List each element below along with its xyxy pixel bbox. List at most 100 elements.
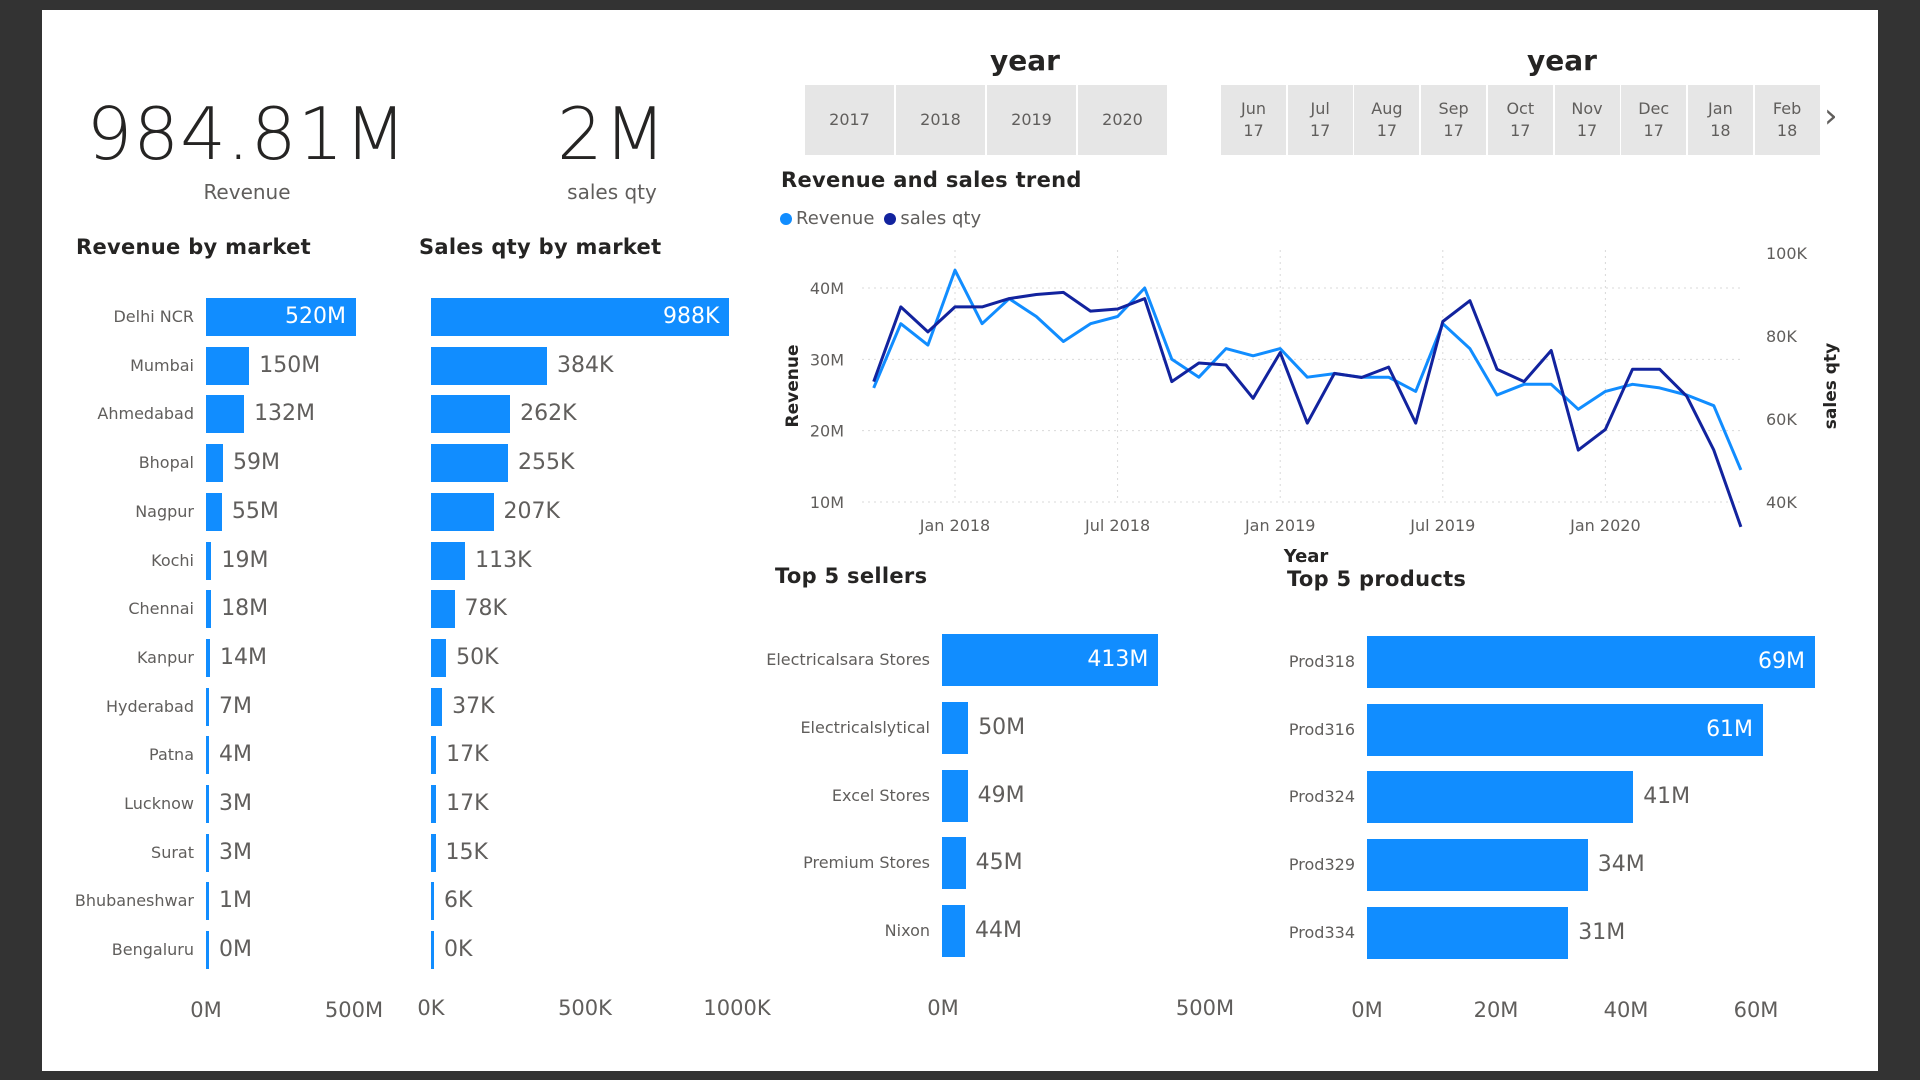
bar[interactable] — [431, 833, 436, 872]
category-label: Prod318 — [1288, 652, 1355, 671]
y-axis-title: Revenue — [783, 345, 803, 428]
y2-tick-label: 80K — [1766, 327, 1797, 346]
month-tile-year: 17 — [1643, 121, 1664, 140]
bar[interactable] — [431, 346, 547, 385]
category-label: Kanpur — [136, 647, 194, 667]
month-tile-month: Sep — [1438, 99, 1469, 118]
year-tile-2020[interactable]: 2020 — [1078, 85, 1167, 155]
bar[interactable] — [206, 736, 209, 775]
sales-qty-by-market-title: Sales qty by market — [419, 235, 662, 259]
month-tile-year: 17 — [1310, 121, 1331, 140]
x-axis-title: Year — [1283, 546, 1329, 567]
month-tile[interactable]: Jun 17 — [1221, 85, 1286, 155]
data-label: 31M — [1578, 919, 1626, 945]
bar[interactable] — [206, 882, 209, 921]
bar[interactable] — [431, 736, 437, 775]
bar[interactable] — [431, 785, 437, 823]
bar[interactable] — [431, 590, 455, 629]
month-tile[interactable]: Sep 17 — [1421, 85, 1487, 155]
data-label: 59M — [233, 450, 280, 476]
data-label: 4M — [219, 742, 252, 768]
sales-qty-kpi-value: 2M — [557, 92, 667, 176]
data-label: 41M — [1643, 784, 1691, 810]
bar[interactable] — [206, 444, 224, 483]
data-label: 384K — [556, 352, 614, 378]
bar[interactable] — [431, 298, 730, 336]
category-label: Ahmedabad — [97, 404, 194, 424]
trend-chart-title: Revenue and sales trend — [781, 168, 1082, 192]
bar[interactable] — [206, 541, 212, 580]
bar[interactable] — [942, 634, 1159, 686]
bar[interactable] — [431, 638, 447, 677]
bar[interactable] — [942, 769, 968, 822]
bar[interactable] — [431, 492, 494, 531]
category-label: Bengaluru — [111, 940, 194, 960]
bar[interactable] — [1367, 703, 1764, 756]
data-label: 69M — [1758, 649, 1805, 674]
top-sellers-title: Top 5 sellers — [775, 564, 928, 588]
category-label: Patna — [149, 745, 194, 765]
month-tile[interactable]: Dec 17 — [1621, 85, 1687, 155]
bar[interactable] — [1367, 906, 1569, 959]
bar[interactable] — [206, 590, 212, 629]
data-label: 3M — [219, 839, 252, 865]
month-tile[interactable]: Aug 17 — [1354, 85, 1420, 155]
bar[interactable] — [1367, 636, 1815, 688]
month-tile-year: 17 — [1443, 121, 1464, 140]
month-tile[interactable]: Oct 17 — [1487, 85, 1553, 155]
data-label: 19M — [221, 547, 269, 573]
x-tick-label: 60M — [1733, 998, 1779, 1022]
month-tile-month: Feb — [1772, 99, 1802, 118]
bar[interactable] — [431, 687, 443, 726]
month-tile[interactable]: Nov 17 — [1554, 85, 1620, 155]
month-tile-month: Nov — [1571, 99, 1603, 118]
bar[interactable] — [1367, 771, 1634, 824]
month-tile[interactable]: Jul 17 — [1287, 85, 1353, 155]
legend-sales-qty-label: sales qty — [900, 208, 982, 229]
month-tile[interactable]: Jan 18 — [1687, 85, 1753, 155]
bar[interactable] — [206, 833, 209, 872]
bar[interactable] — [206, 687, 209, 726]
bar[interactable] — [1367, 839, 1588, 892]
data-label: 255K — [518, 450, 575, 476]
year-tile-2018[interactable]: 2018 — [896, 85, 985, 155]
y2-tick-label: 100K — [1766, 244, 1808, 263]
bar[interactable] — [942, 701, 969, 754]
month-tile-year: 18 — [1776, 121, 1798, 140]
bar[interactable] — [431, 882, 434, 921]
data-label: 17K — [446, 742, 489, 768]
month-tile-year: 17 — [1376, 121, 1398, 140]
bar[interactable] — [431, 444, 508, 483]
x-tick-label: 1000K — [703, 996, 771, 1020]
bar[interactable] — [206, 395, 245, 434]
bar[interactable] — [206, 298, 356, 336]
data-label: 55M — [231, 498, 279, 524]
y-tick-label: 20M — [810, 422, 844, 441]
month-slicer-title: year — [1527, 44, 1597, 77]
month-tile-month: Aug — [1371, 99, 1403, 118]
trend-legend: Revenue sales qty — [780, 208, 981, 229]
data-label: 34M — [1597, 852, 1645, 878]
data-label: 15K — [445, 839, 488, 865]
month-tile[interactable]: Feb 18 — [1754, 85, 1820, 155]
year-tile-2019[interactable]: 2019 — [987, 85, 1076, 155]
bar[interactable] — [942, 905, 966, 958]
bar[interactable] — [206, 785, 209, 823]
data-label: 413M — [1087, 647, 1149, 672]
data-label: 49M — [977, 782, 1025, 808]
year-tile-2017[interactable]: 2017 — [805, 85, 894, 155]
bar[interactable] — [431, 395, 511, 434]
bar[interactable] — [431, 931, 434, 970]
data-label: 37K — [452, 693, 495, 719]
category-label: Bhopal — [138, 453, 194, 473]
bar[interactable] — [206, 638, 211, 677]
bar[interactable] — [206, 346, 250, 385]
chevron-right-icon[interactable]: › — [1824, 96, 1838, 136]
bar[interactable] — [206, 931, 209, 970]
category-label: Hyderabad — [106, 696, 194, 716]
data-label: 988K — [662, 304, 720, 329]
revenue-kpi-value: 984.81M — [86, 92, 408, 176]
bar[interactable] — [431, 541, 466, 580]
bar[interactable] — [206, 492, 222, 531]
bar[interactable] — [942, 837, 966, 890]
